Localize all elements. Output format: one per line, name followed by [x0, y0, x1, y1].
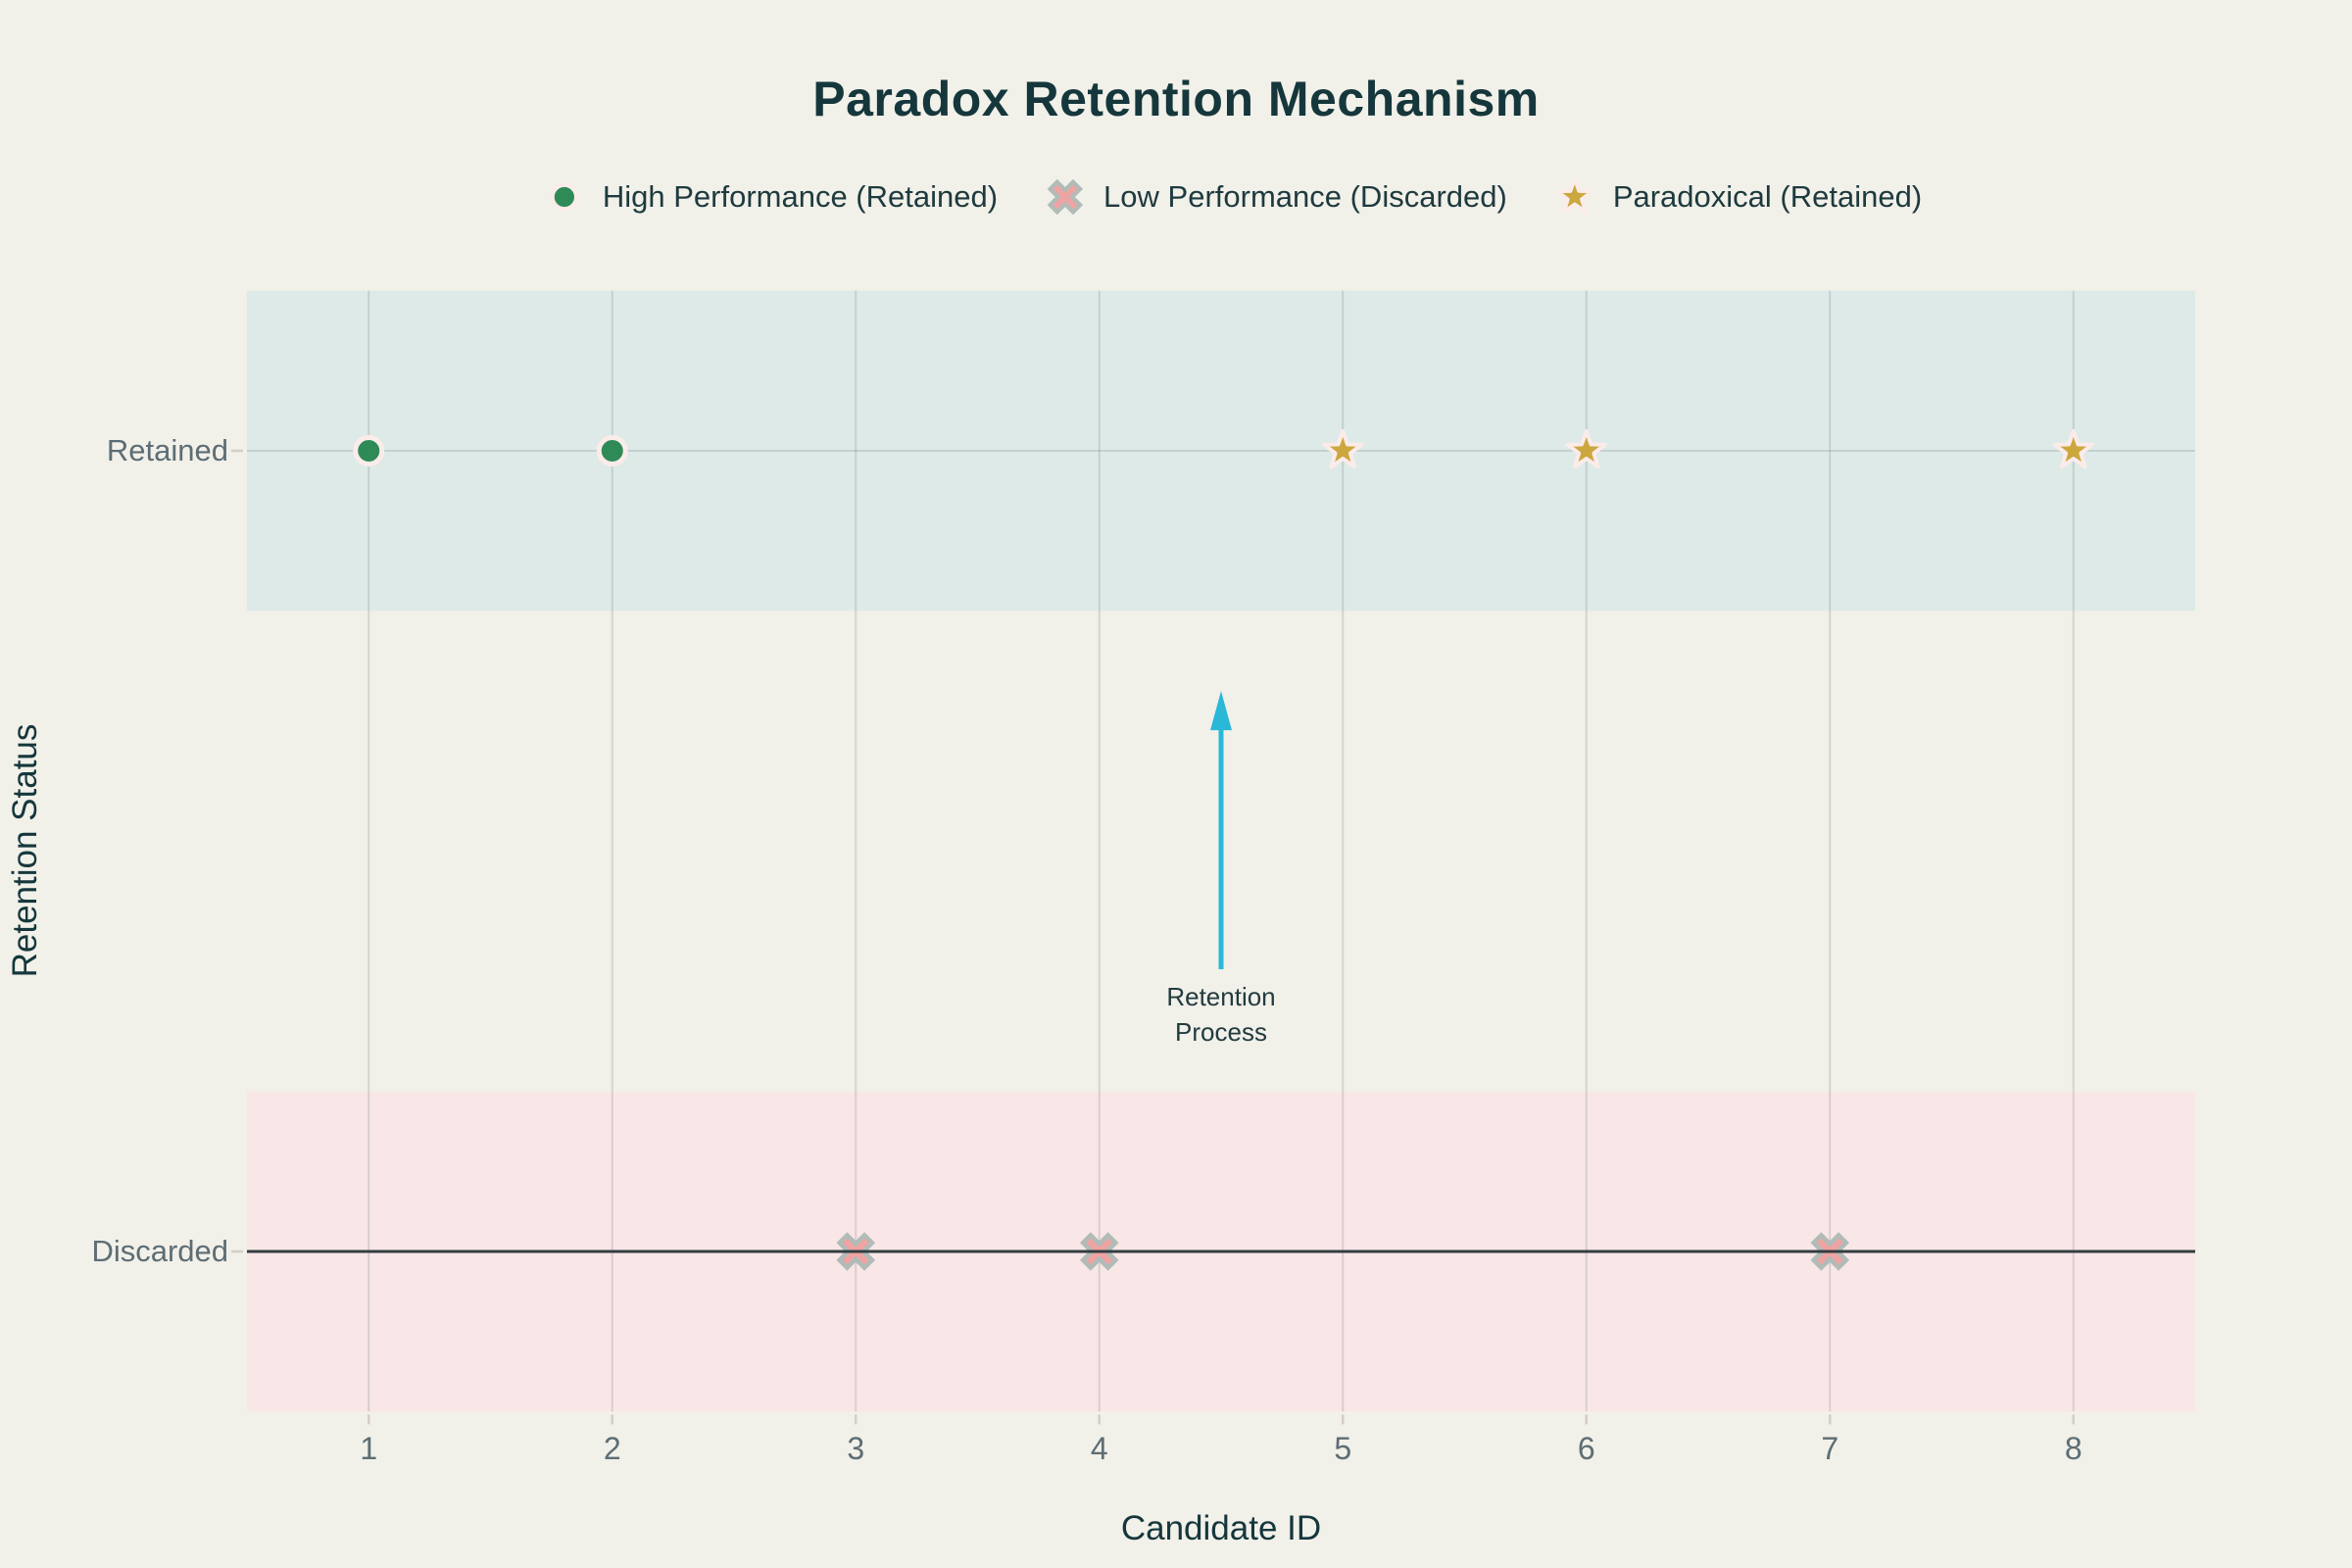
chart-title: Paradox Retention Mechanism [812, 72, 1540, 126]
y-axis-title: Retention Status [6, 723, 44, 978]
x-axis-title: Candidate ID [1120, 1509, 1322, 1547]
x-tick-label: 3 [847, 1431, 865, 1466]
legend-item-label: Low Performance (Discarded) [1103, 179, 1507, 214]
legend-marker-x-glyph [1047, 178, 1084, 216]
legend-marker-star-icon [1555, 176, 1594, 214]
x-tick-label: 5 [1334, 1431, 1352, 1466]
y-tick-label: Retained [106, 433, 228, 467]
x-tick-label: 6 [1577, 1431, 1595, 1466]
legend-item[interactable]: Low Performance (Discarded) [1043, 174, 1507, 220]
retained-band [247, 290, 2195, 612]
legend-marker-circle-icon [550, 182, 579, 212]
legend-marker-x-icon [1047, 178, 1084, 216]
x-tick-label: 2 [603, 1431, 621, 1466]
marker-star [2052, 429, 2094, 469]
legend-marker-circle-glyph [550, 182, 579, 212]
x-tick-label: 7 [1821, 1431, 1839, 1466]
y-tick-label: Discarded [91, 1234, 228, 1268]
legend-item-label: Paradoxical (Retained) [1612, 179, 1923, 214]
retention-arrow-head [1210, 691, 1232, 731]
annotation-line: Retention [1166, 982, 1276, 1012]
marker-circle [596, 435, 628, 466]
x-tick-label: 1 [360, 1431, 378, 1466]
marker-circle [353, 435, 385, 466]
legend-item[interactable]: High Performance (Retained) [542, 174, 998, 220]
legend-marker-star-glyph [1555, 176, 1594, 214]
marker-x [1079, 1232, 1119, 1271]
annotation-line: Process [1175, 1017, 1267, 1048]
marker-star [1322, 429, 1364, 469]
legend-item-label: High Performance (Retained) [602, 179, 999, 214]
annotation: Retention Process [1166, 979, 1275, 1050]
x-tick-label: 8 [2064, 1431, 2082, 1466]
legend-item[interactable]: Paradoxical (Retained) [1552, 174, 1922, 220]
x-tick-label: 4 [1090, 1431, 1108, 1466]
discarded-band [247, 1091, 2195, 1412]
marker-x [1810, 1232, 1850, 1271]
marker-star [1565, 429, 1607, 469]
marker-x [836, 1232, 876, 1271]
legend: High Performance (Retained) Low Performan… [542, 174, 1922, 220]
